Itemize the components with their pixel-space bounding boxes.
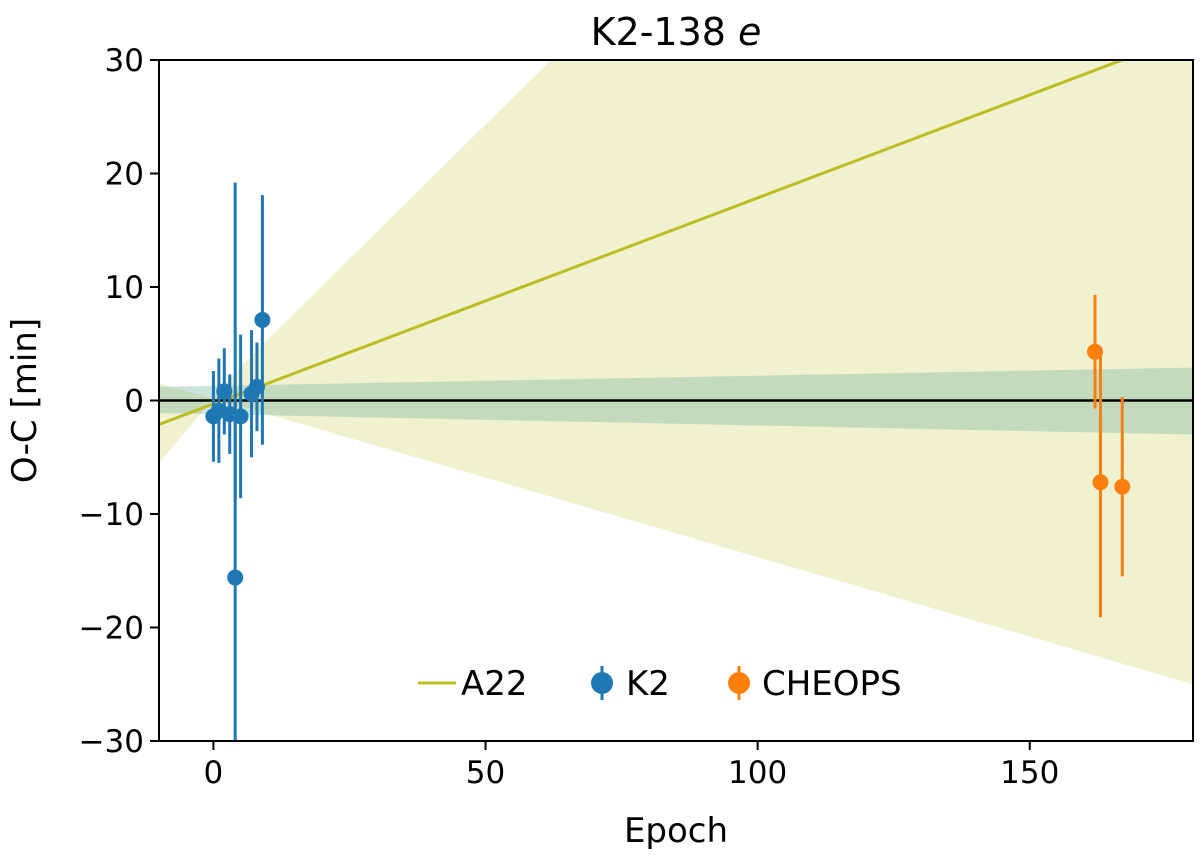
chart-title-main: K2-138: [591, 10, 738, 54]
legend-label-a22: A22: [461, 664, 528, 704]
y-tick-label-2: 10: [105, 270, 144, 306]
k2-point-6: [232, 408, 249, 425]
k2-point-4: [227, 569, 244, 586]
y-tick-label-3: 0: [124, 384, 144, 420]
a22-fit-line: [159, 60, 1127, 426]
x-axis-title: Epoch: [624, 811, 728, 851]
y-tick-label-5: −20: [79, 611, 144, 647]
chart-title-italic: e: [738, 10, 761, 54]
cheops-point-1: [1092, 474, 1109, 491]
a22-uncertainty-band: [159, 60, 1193, 685]
y-tick-label-6: −30: [79, 724, 144, 760]
chart-title: K2-138 e: [591, 10, 762, 54]
y-tick-label-1: 20: [105, 157, 144, 193]
plot-area: [159, 60, 1193, 741]
legend-swatch-k2-marker: [591, 672, 613, 694]
y-tick-label-0: 30: [105, 43, 144, 79]
x-tick-label-100: 100: [728, 755, 787, 791]
x-tick-label-0: 0: [204, 755, 224, 791]
cheops-point-2: [1114, 478, 1131, 495]
x-tick-label-50: 50: [466, 755, 505, 791]
y-tick-label-4: −10: [79, 497, 144, 533]
legend-label-cheops: CHEOPS: [762, 664, 902, 704]
x-tick-label-150: 150: [1000, 755, 1059, 791]
legend-label-k2: K2: [626, 664, 670, 704]
k2-point-9: [254, 311, 271, 328]
y-axis-title: O-C [min]: [5, 318, 45, 483]
legend-swatch-cheops-marker: [728, 672, 750, 694]
legend: A22 K2 CHEOPS: [418, 664, 902, 704]
